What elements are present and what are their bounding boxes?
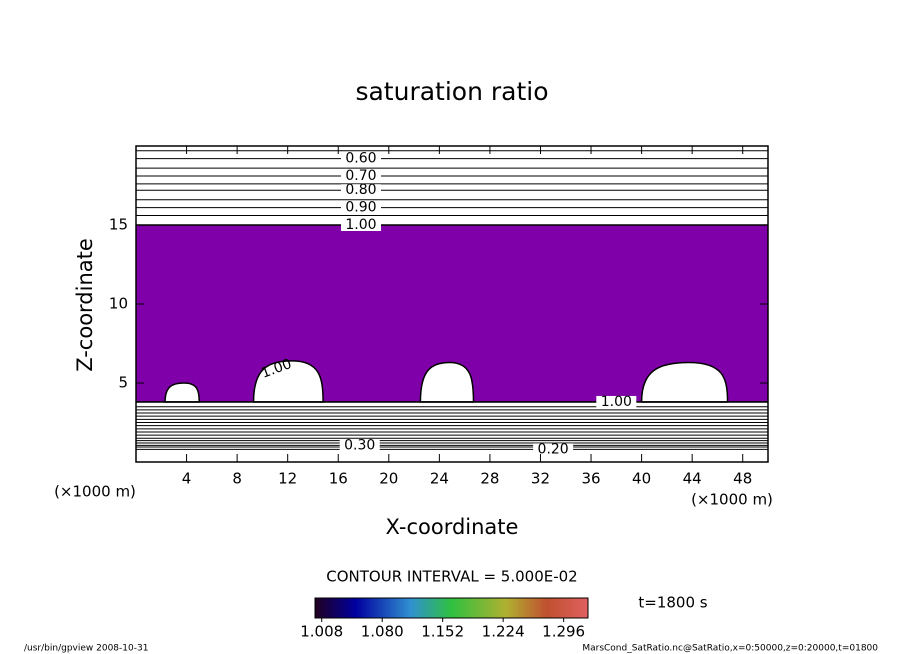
x-unit: (×1000 m) bbox=[54, 483, 136, 501]
x-tick-label: 40 bbox=[632, 470, 651, 488]
contour-label: 1.00 bbox=[601, 394, 632, 410]
x-axis-label: X-coordinate bbox=[386, 515, 519, 539]
contour-label-bg bbox=[340, 170, 381, 183]
x-tick-label: 44 bbox=[683, 470, 702, 488]
y-tick-label: 10 bbox=[109, 295, 128, 313]
contour-label-bg bbox=[340, 152, 381, 165]
colorbar-tick-label: 1.224 bbox=[482, 623, 525, 641]
footer: /usr/bin/gpview 2008-10-31 bbox=[24, 644, 148, 654]
contour-label: 0.70 bbox=[345, 168, 376, 184]
x-tick-label: 16 bbox=[329, 470, 348, 488]
colorbar-tick-label: 1.296 bbox=[542, 623, 585, 641]
x-tick-label: 36 bbox=[581, 470, 600, 488]
contour-label-bg bbox=[596, 395, 637, 408]
x-tick-label: 24 bbox=[430, 470, 449, 488]
contour-label: 0.20 bbox=[538, 441, 569, 457]
x-tick-label: 28 bbox=[480, 470, 499, 488]
contour-bump bbox=[164, 382, 200, 403]
contour-bump bbox=[419, 361, 475, 403]
x-unit: (×1000 m) bbox=[691, 491, 773, 509]
footer: MarsCond_SatRatio.nc@SatRatio,x=0:50000,… bbox=[582, 644, 878, 654]
time-label: t=1800 s bbox=[638, 594, 707, 612]
contour-bump bbox=[640, 361, 729, 403]
chart-title: saturation ratio bbox=[355, 77, 548, 106]
colorbar-tick-label: 1.152 bbox=[421, 623, 464, 641]
contour-label: 0.60 bbox=[345, 151, 376, 167]
x-tick-label: 32 bbox=[531, 470, 550, 488]
colorbar-tick-label: 1.080 bbox=[361, 623, 404, 641]
contour-label: 0.80 bbox=[345, 182, 376, 198]
contour-interval: CONTOUR INTERVAL = 5.000E-02 bbox=[326, 568, 577, 586]
x-tick-label: 48 bbox=[733, 470, 752, 488]
y-axis-label: Z-coordinate bbox=[73, 238, 97, 372]
contour-bump bbox=[252, 360, 324, 403]
x-tick-label: 8 bbox=[232, 470, 242, 488]
contour-label-bg bbox=[340, 184, 381, 197]
x-tick-label: 12 bbox=[278, 470, 297, 488]
contour-label-bg bbox=[339, 439, 380, 452]
contour-label: 1.00 bbox=[345, 217, 376, 233]
contour-label-bg bbox=[533, 443, 574, 456]
y-tick-label: 15 bbox=[109, 216, 128, 234]
colorbar-tick-label: 1.008 bbox=[300, 623, 343, 641]
y-tick-label: 5 bbox=[118, 374, 128, 392]
x-tick-label: 4 bbox=[182, 470, 192, 488]
contour-label: 0.30 bbox=[344, 437, 375, 453]
contour-label-bg bbox=[340, 201, 381, 214]
contour-label: 0.90 bbox=[345, 200, 376, 216]
x-tick-label: 20 bbox=[379, 470, 398, 488]
colorbar bbox=[314, 597, 589, 619]
contour-label-bg bbox=[340, 219, 381, 231]
